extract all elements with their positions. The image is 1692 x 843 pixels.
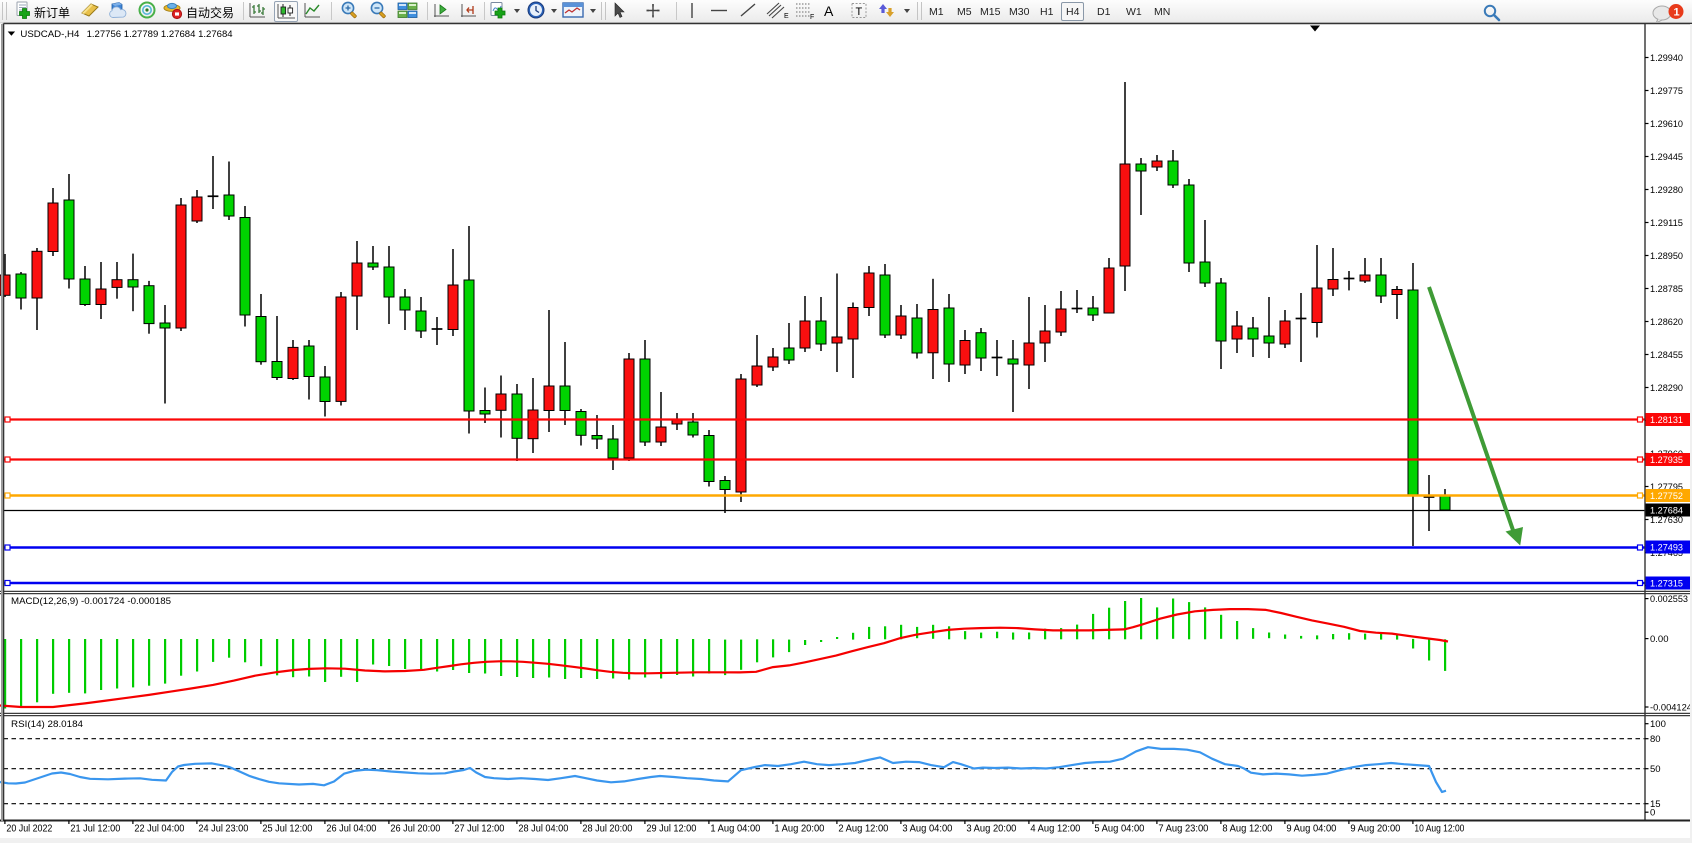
svg-text:1.28455: 1.28455: [1650, 350, 1683, 361]
svg-text:1.27630: 1.27630: [1650, 515, 1683, 526]
svg-text:9 Aug 20:00: 9 Aug 20:00: [1350, 824, 1400, 835]
svg-text:1.29775: 1.29775: [1650, 86, 1683, 97]
svg-text:100: 100: [1650, 719, 1666, 730]
svg-text:3 Aug 20:00: 3 Aug 20:00: [966, 824, 1016, 835]
svg-text:1.27756 1.27789 1.27684 1.2768: 1.27756 1.27789 1.27684 1.27684: [87, 29, 233, 40]
svg-text:1.28620: 1.28620: [1650, 317, 1683, 328]
svg-text:20 Jul 2022: 20 Jul 2022: [6, 824, 52, 835]
svg-text:0.002553: 0.002553: [1650, 594, 1688, 605]
svg-text:USDCAD-,H4: USDCAD-,H4: [20, 29, 79, 40]
svg-text:1.27315: 1.27315: [1650, 578, 1683, 589]
svg-text:1 Aug 04:00: 1 Aug 04:00: [710, 824, 760, 835]
svg-text:25 Jul 12:00: 25 Jul 12:00: [262, 824, 312, 835]
svg-text:26 Jul 20:00: 26 Jul 20:00: [390, 824, 440, 835]
svg-text:F: F: [810, 14, 814, 20]
svg-text:8 Aug 12:00: 8 Aug 12:00: [1222, 824, 1272, 835]
svg-text:1.29445: 1.29445: [1650, 152, 1683, 163]
svg-text:1.29610: 1.29610: [1650, 119, 1683, 130]
svg-text:3 Aug 04:00: 3 Aug 04:00: [902, 824, 952, 835]
svg-text:4 Aug 12:00: 4 Aug 12:00: [1030, 824, 1080, 835]
svg-text:24 Jul 23:00: 24 Jul 23:00: [198, 824, 248, 835]
svg-text:MACD(12,26,9) -0.001724 -0.000: MACD(12,26,9) -0.001724 -0.000185: [11, 596, 171, 607]
svg-text:1.29115: 1.29115: [1650, 218, 1683, 229]
svg-text:1.29280: 1.29280: [1650, 185, 1683, 196]
svg-text:80: 80: [1650, 734, 1661, 745]
svg-text:2 Aug 12:00: 2 Aug 12:00: [838, 824, 888, 835]
svg-text:27 Jul 12:00: 27 Jul 12:00: [454, 824, 504, 835]
svg-text:10 Aug 12:00: 10 Aug 12:00: [1414, 824, 1464, 835]
svg-text:21 Jul 12:00: 21 Jul 12:00: [70, 824, 120, 835]
svg-text:1.28290: 1.28290: [1650, 383, 1683, 394]
svg-text:1 Aug 20:00: 1 Aug 20:00: [774, 824, 824, 835]
svg-text:RSI(14) 28.0184: RSI(14) 28.0184: [11, 719, 83, 730]
svg-text:E: E: [784, 13, 789, 20]
svg-text:0.00: 0.00: [1650, 634, 1669, 645]
svg-text:1.28785: 1.28785: [1650, 284, 1683, 295]
svg-text:1.28950: 1.28950: [1650, 251, 1683, 262]
svg-text:22 Jul 04:00: 22 Jul 04:00: [134, 824, 184, 835]
svg-text:1.27795: 1.27795: [1650, 482, 1683, 493]
svg-text:26 Jul 04:00: 26 Jul 04:00: [326, 824, 376, 835]
svg-text:50: 50: [1650, 764, 1661, 775]
svg-text:-0.004124: -0.004124: [1650, 702, 1692, 713]
svg-text:1.28131: 1.28131: [1650, 415, 1683, 426]
svg-text:1: 1: [1674, 7, 1680, 19]
svg-text:T: T: [856, 6, 863, 18]
svg-text:1.27935: 1.27935: [1650, 455, 1683, 466]
svg-text:5 Aug 04:00: 5 Aug 04:00: [1094, 824, 1144, 835]
svg-text:28 Jul 20:00: 28 Jul 20:00: [582, 824, 632, 835]
svg-text:9 Aug 04:00: 9 Aug 04:00: [1286, 824, 1336, 835]
svg-text:1.27493: 1.27493: [1650, 542, 1683, 553]
svg-text:0: 0: [1650, 808, 1655, 819]
svg-text:7 Aug 23:00: 7 Aug 23:00: [1158, 824, 1208, 835]
svg-text:1.29940: 1.29940: [1650, 53, 1683, 64]
svg-text:1.27684: 1.27684: [1650, 505, 1683, 516]
svg-text:28 Jul 04:00: 28 Jul 04:00: [518, 824, 568, 835]
svg-text:15: 15: [1650, 799, 1661, 810]
svg-text:1.27752: 1.27752: [1650, 491, 1683, 502]
svg-text:29 Jul 12:00: 29 Jul 12:00: [646, 824, 696, 835]
